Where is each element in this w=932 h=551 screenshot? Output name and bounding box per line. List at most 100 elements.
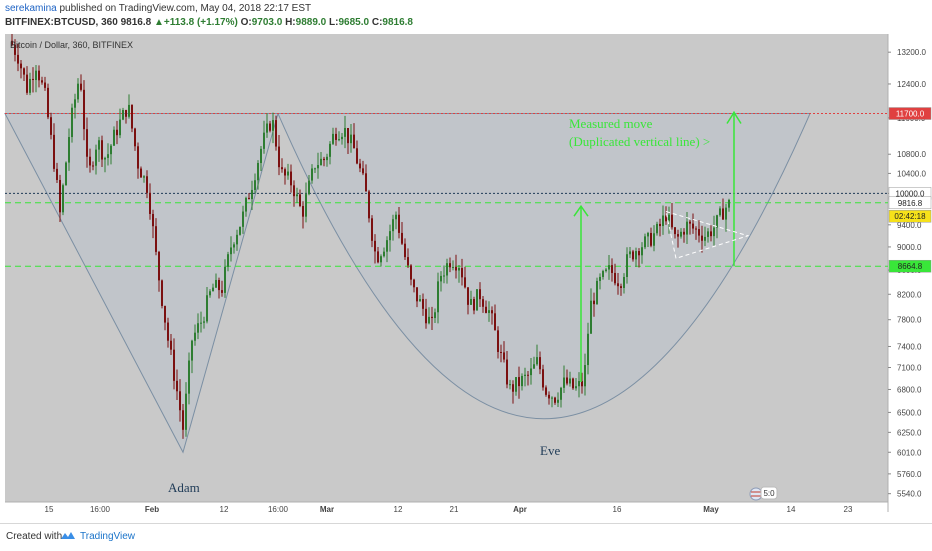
candle-body [371,218,373,241]
time-tick-label[interactable]: 12 [220,505,229,514]
price-tick-label[interactable]: 6010.0 [897,448,922,457]
author-link[interactable]: serekamina [5,3,57,14]
price-tick-label[interactable]: 7400.0 [897,342,922,351]
price-tick-label[interactable]: 7800.0 [897,316,922,325]
price-tick-label[interactable]: 12400.0 [897,80,926,89]
candle [644,233,646,250]
annotations[interactable]: Measured move (Duplicated vertical line) … [168,111,750,495]
candle [269,120,271,133]
candle [470,290,472,305]
candle-body [248,197,250,200]
price-tick-label[interactable]: 9400.0 [897,221,922,230]
candle-body [233,244,235,248]
price-tick-label[interactable]: 7100.0 [897,364,922,373]
price-label: 8664.8 [888,259,932,273]
candle [101,135,103,168]
candle [515,377,517,396]
time-tick-label[interactable]: 23 [844,505,853,514]
time-tick-label[interactable]: 16:00 [268,505,289,514]
candle-body [437,281,439,313]
candle [50,112,52,140]
candle-body [221,290,223,293]
candle [203,316,205,329]
candle-body [164,305,166,323]
candle-body [536,357,538,365]
time-tick-label[interactable]: May [703,505,719,514]
candle [662,205,664,235]
candle-body [614,272,616,284]
eve-cup-shape[interactable] [277,113,811,419]
price-tick-label[interactable]: 5760.0 [897,470,922,479]
flag-icon[interactable] [749,487,763,501]
candle-body [119,119,121,136]
candle [650,227,652,248]
candle [80,74,82,92]
candle-body [254,180,256,190]
price-tick-label[interactable]: 9000.0 [897,243,922,252]
candle [668,206,670,234]
candle-body [464,277,466,288]
candle-body [467,287,469,305]
candle-body [332,133,334,144]
candle-body [104,157,106,160]
news-badge[interactable]: 5:0 [749,486,778,501]
time-tick-label[interactable]: 15 [45,505,54,514]
candle [215,273,217,289]
candle [299,189,301,208]
candle [251,180,253,211]
symbol-name[interactable]: BITFINEX:BTCUSD, 360 [5,17,118,28]
time-tick-label[interactable]: 12 [394,505,403,514]
candle-body [410,265,412,280]
price-tick-label[interactable]: 5540.0 [897,490,922,499]
chart-area[interactable]: Measured move (Duplicated vertical line) … [0,34,932,514]
price-tick-label[interactable]: 6250.0 [897,428,922,437]
time-tick-label[interactable]: 14 [787,505,796,514]
candle-body [317,165,319,169]
time-tick-label[interactable]: 21 [450,505,459,514]
candle [59,174,61,223]
candle [725,203,727,232]
price-tick-label[interactable]: 10400.0 [897,169,926,178]
time-tick-label[interactable]: Mar [320,505,334,514]
price-label-box [888,259,932,273]
candle-body [593,300,595,305]
candle [329,141,331,165]
candle-body [719,208,721,216]
candle-body [620,286,622,288]
time-tick-label[interactable]: 16 [613,505,622,514]
pattern-shapes[interactable] [4,113,811,454]
candle-body [470,299,472,305]
price-tick-label[interactable]: 6800.0 [897,385,922,394]
candle [443,265,445,284]
candle-body [449,263,451,268]
candle-body [116,129,118,136]
tradingview-logo-icon[interactable] [60,530,76,542]
time-tick-label[interactable]: Apr [513,505,527,514]
price-tick-label[interactable]: 6500.0 [897,408,922,417]
tradingview-link[interactable]: TradingView [80,531,136,542]
candle-body [98,140,100,150]
candle [290,164,292,193]
candle-body [224,266,226,293]
price-tick-label[interactable]: 13200.0 [897,48,926,57]
candle-body [50,117,52,135]
time-axis-ticks[interactable]: 15 16:00 Feb 12 16:00 Mar 12 21 Apr 16 May 14 23 [45,505,853,514]
candle-body [155,226,157,252]
candle [635,247,637,267]
time-tick-label[interactable]: 16:00 [90,505,111,514]
price-tick-label[interactable]: 8200.0 [897,290,922,299]
candle-body [38,70,40,81]
candle-body [125,110,127,117]
price-tick-label[interactable]: 10800.0 [897,150,926,159]
symmetrical-triangle-pattern[interactable] [665,210,750,260]
news-count-box[interactable] [760,486,778,500]
candle [629,246,631,258]
price-chart[interactable]: Measured move (Duplicated vertical line) … [0,34,932,514]
time-tick-label[interactable]: Feb [145,505,159,514]
candle-body [398,214,400,233]
candle [605,267,607,273]
candle [659,218,661,237]
candle [140,166,142,178]
candle [440,271,442,292]
candle-body [578,381,580,387]
